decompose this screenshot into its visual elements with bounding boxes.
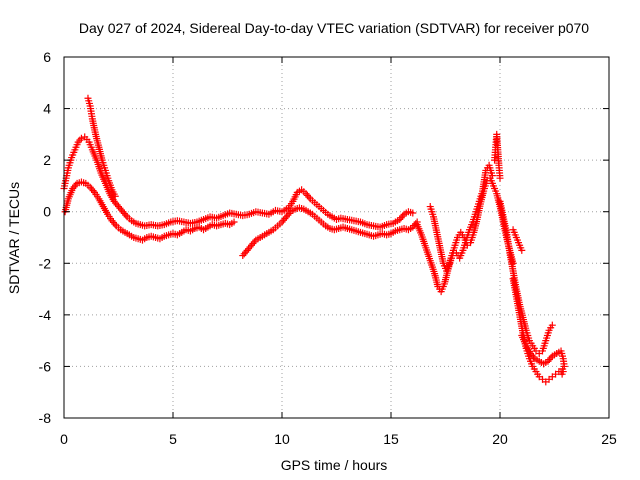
- x-tick-label: 0: [60, 431, 68, 447]
- x-axis-label: GPS time / hours: [281, 457, 388, 473]
- data-point: [305, 193, 313, 201]
- data-series: [426, 161, 496, 275]
- data-point: [250, 238, 258, 246]
- data-point: [399, 212, 407, 220]
- data-point: [557, 368, 565, 376]
- plot-frame: [63, 56, 610, 419]
- x-tick-label: 20: [492, 431, 508, 447]
- data-point: [409, 209, 417, 217]
- data-point: [77, 134, 85, 142]
- data-point: [285, 209, 293, 217]
- data-series: [509, 226, 526, 254]
- y-tick-label: -8: [39, 410, 52, 426]
- data-point: [72, 181, 80, 189]
- axis-ticks: 0 5 10 15 20 25 -8 -6 -4 -2 0 2 4 6: [39, 49, 617, 447]
- data-point: [111, 220, 119, 228]
- data-point: [547, 354, 555, 362]
- x-tick-label: 15: [383, 431, 399, 447]
- y-tick-label: 0: [43, 204, 51, 220]
- data-point: [529, 353, 537, 361]
- x-tick-label: 25: [601, 431, 617, 447]
- y-tick-label: 6: [43, 49, 51, 65]
- y-tick-label: -2: [39, 255, 52, 271]
- data-series: [518, 331, 568, 376]
- chart-title: Day 027 of 2024, Sidereal Day-to-day VTE…: [79, 20, 589, 36]
- data-series: [60, 133, 417, 231]
- data-point: [548, 321, 556, 329]
- data-point: [496, 174, 504, 182]
- y-tick-label: 4: [43, 101, 51, 117]
- data-point: [488, 172, 496, 180]
- data-series: [61, 178, 238, 244]
- data-series: [239, 204, 421, 260]
- data-point: [518, 246, 526, 254]
- y-tick-label: -4: [39, 307, 52, 323]
- y-axis-label: SDTVAR / TECUs: [6, 182, 22, 294]
- data-point: [122, 211, 130, 219]
- data-point: [111, 192, 119, 200]
- data-series: [491, 130, 504, 182]
- data-series: [84, 94, 119, 200]
- y-tick-label: -6: [39, 358, 52, 374]
- x-tick-label: 10: [274, 431, 290, 447]
- data-points: [60, 94, 568, 386]
- y-tick-label: 2: [43, 152, 51, 168]
- grid: [64, 57, 609, 418]
- data-point: [89, 187, 97, 195]
- data-point: [230, 218, 238, 226]
- x-tick-label: 5: [169, 431, 177, 447]
